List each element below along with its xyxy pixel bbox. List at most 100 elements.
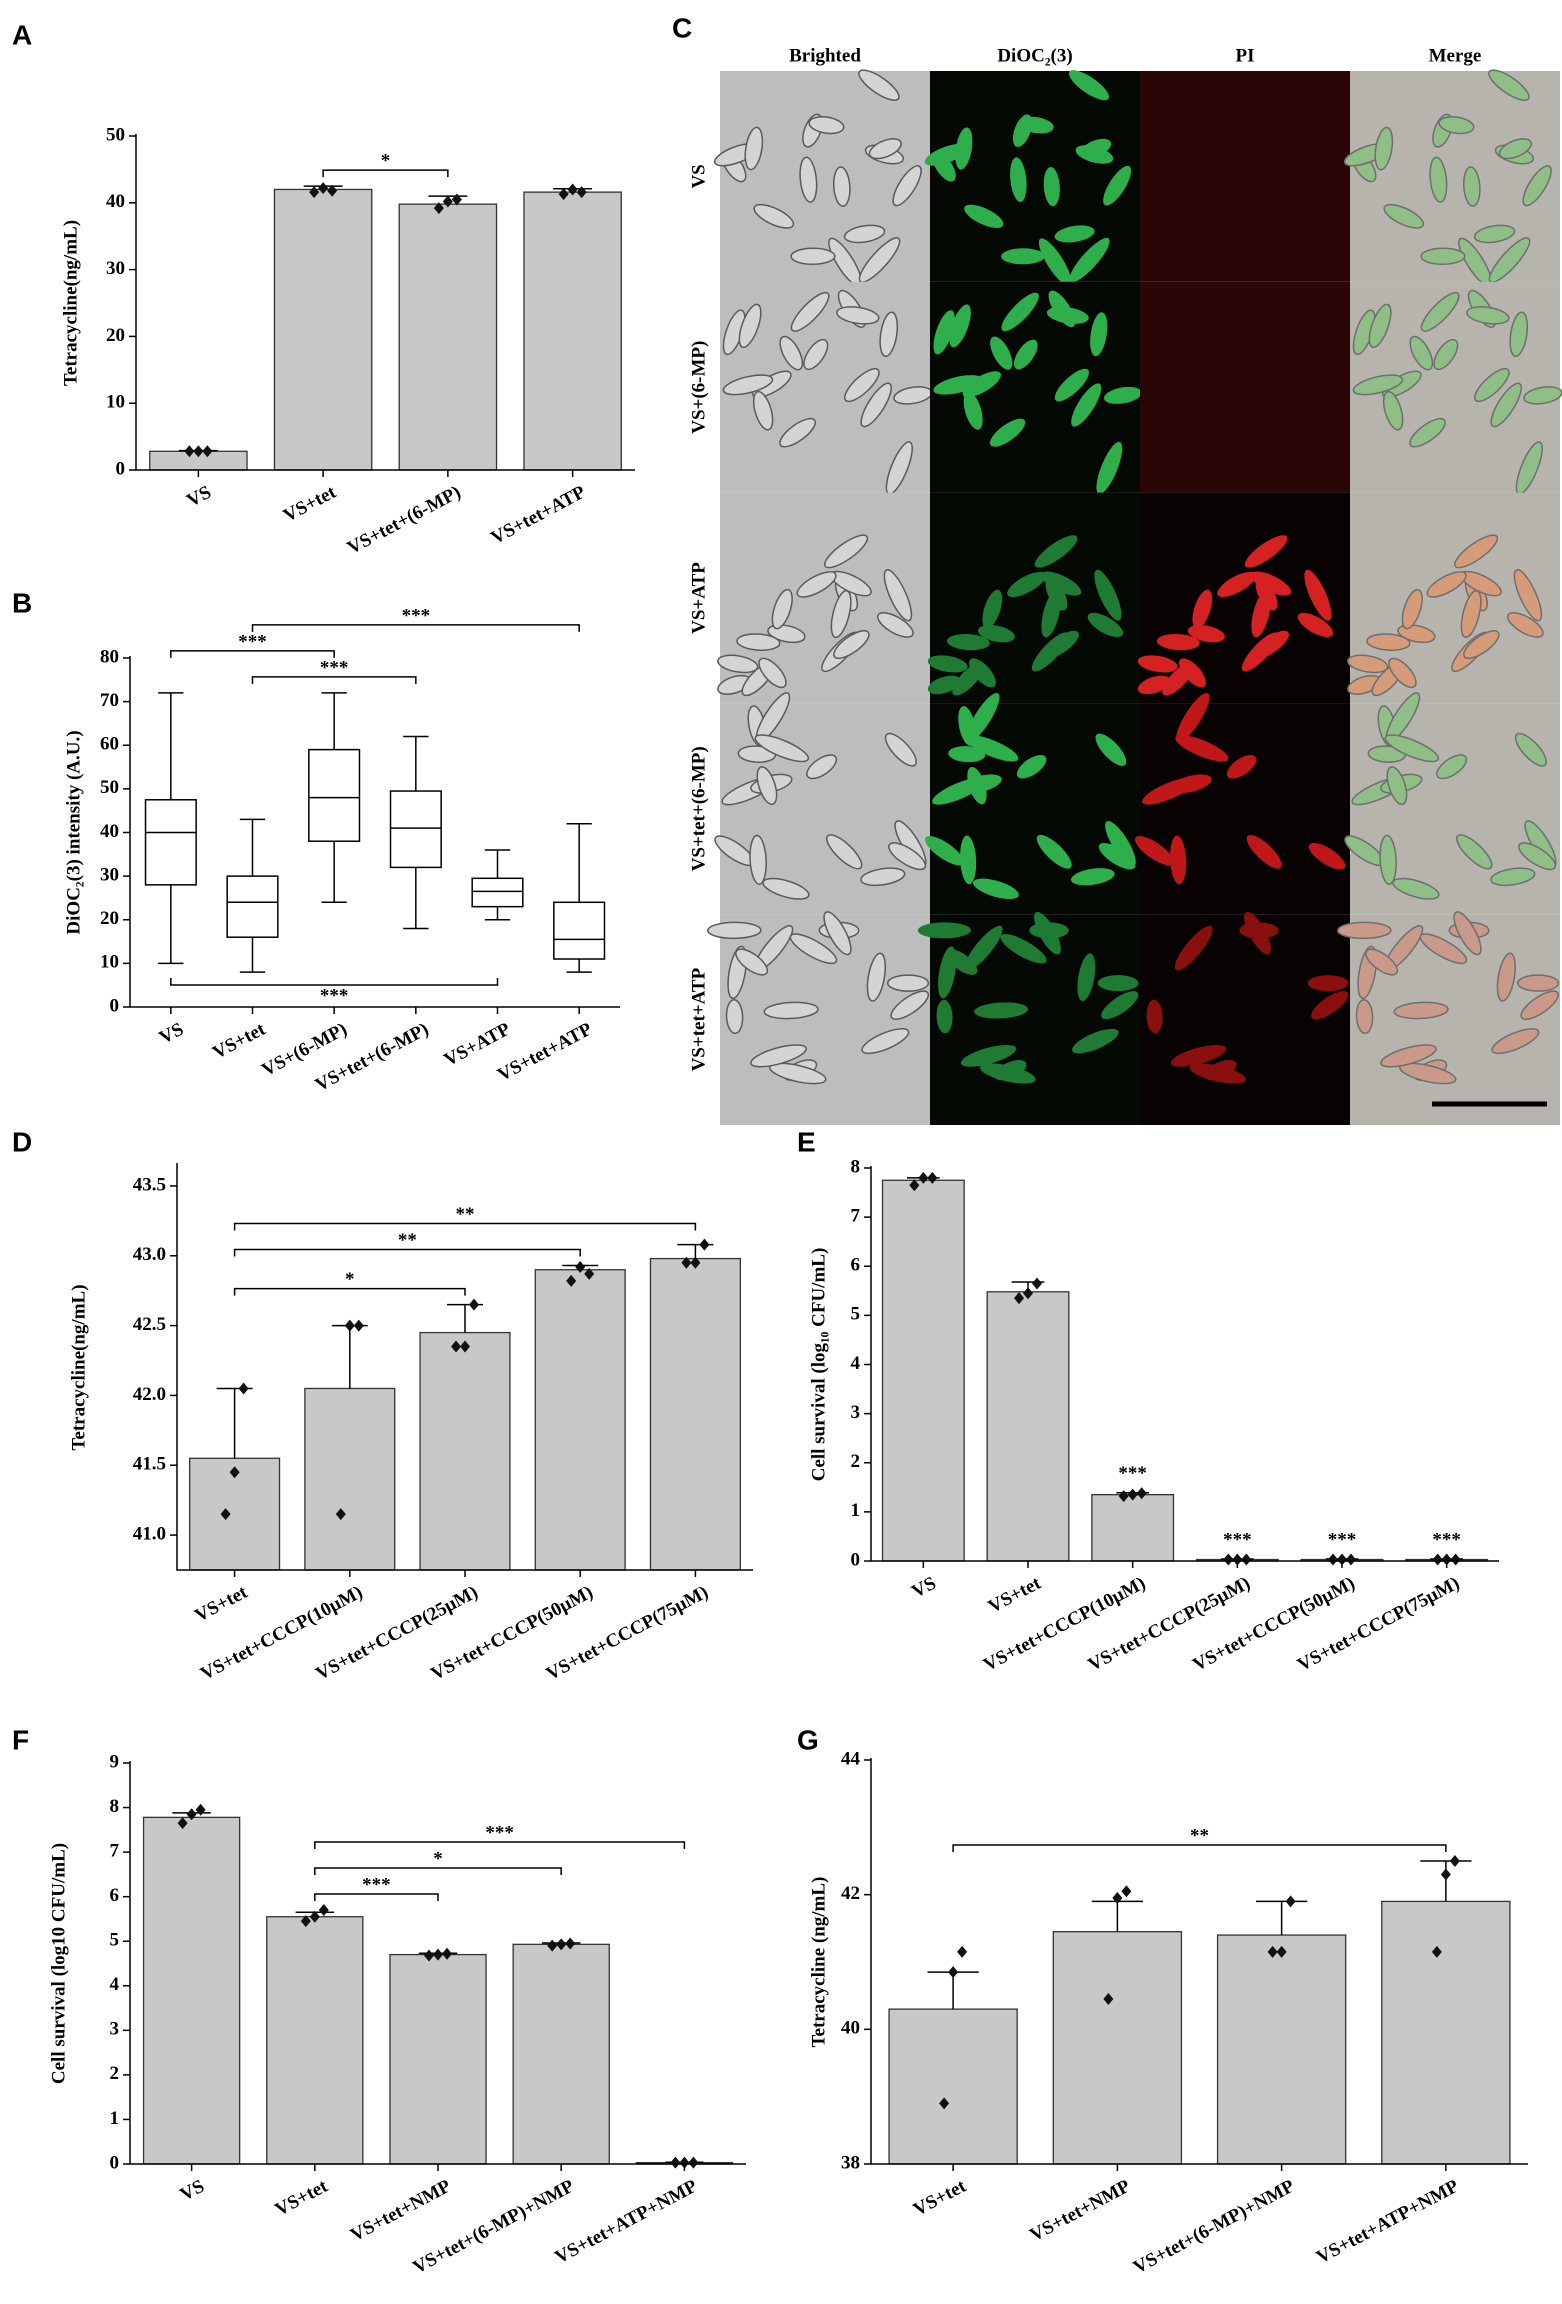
bar [534, 1269, 626, 1571]
bacterium [1016, 755, 1047, 779]
data-point [948, 1966, 959, 1979]
data-point [469, 1298, 479, 1311]
bacterium [1010, 157, 1027, 203]
column-label: Brighted [789, 45, 861, 66]
bacterium [917, 922, 971, 939]
bacterium [883, 569, 913, 622]
data-point [681, 1256, 692, 1269]
bacterium [1170, 774, 1212, 794]
significance-label: * [381, 150, 391, 171]
error-bar [1091, 1900, 1143, 1932]
significance-bracket [233, 1287, 466, 1296]
bacterium [1156, 634, 1200, 651]
bacterium [799, 156, 818, 203]
data-point [327, 184, 338, 197]
box [389, 790, 442, 869]
significance-label: *** [1432, 1529, 1461, 1550]
bacterium [1522, 165, 1552, 207]
bacterium [1491, 1028, 1540, 1055]
bacterium [1506, 612, 1544, 638]
data-point [195, 1803, 206, 1816]
data-point [1121, 1885, 1132, 1898]
whisker [403, 867, 429, 930]
bacterium [1473, 224, 1516, 244]
bacterium [1244, 911, 1271, 955]
bacterium [808, 116, 845, 135]
micrograph [713, 69, 930, 287]
micrograph [927, 492, 1140, 704]
y-tick-label: 50 [106, 124, 125, 145]
bacterium [1178, 658, 1206, 688]
y-tick-label: 80 [100, 646, 119, 667]
y-tick-label: 7 [110, 1840, 120, 1861]
micrograph-background [1140, 281, 1350, 493]
bar [888, 2008, 1018, 2165]
significance-label: *** [320, 985, 349, 1006]
bacterium [860, 382, 892, 428]
bacterium [826, 834, 863, 870]
panel-letter: A [12, 19, 32, 50]
bacterium [949, 304, 971, 348]
axes [135, 134, 635, 471]
bacterium [1388, 657, 1417, 689]
row-label: VS+ATP [688, 562, 709, 634]
bacterium [948, 746, 986, 763]
bacterium [722, 374, 774, 396]
data-point [690, 1256, 701, 1269]
whisker [484, 849, 511, 879]
bacterium [1496, 952, 1517, 1002]
significance-label: *** [1223, 1529, 1252, 1550]
bacterium [1490, 382, 1522, 428]
data-point [353, 1319, 364, 1332]
bacterium [738, 303, 762, 349]
bacterium [1043, 166, 1060, 207]
y-axis-title: Cell survival (log₁₀ CFU/mL) [808, 1248, 829, 1482]
data-point [1112, 1892, 1123, 1905]
bacterium [1392, 877, 1440, 900]
bacterium [790, 247, 836, 266]
y-tick-label: 0 [110, 2152, 120, 2173]
bacterium [1379, 834, 1397, 885]
bacterium [892, 165, 922, 207]
whisker [321, 692, 347, 750]
bacterium [968, 658, 996, 688]
y-tick-label: 38 [841, 2152, 860, 2173]
y-tick-label: 4 [851, 1353, 861, 1374]
bacterium [1514, 732, 1547, 767]
data-point [1032, 1277, 1042, 1290]
bacterium [1374, 126, 1394, 171]
panel-letter: E [797, 1126, 816, 1157]
bacterium [769, 1062, 827, 1085]
y-tick-label: 42.5 [133, 1314, 166, 1335]
data-point [679, 2156, 690, 2169]
bacterium [1079, 138, 1112, 159]
data-point [1241, 1553, 1252, 1566]
bacterium [1429, 156, 1448, 203]
bacterium [1103, 386, 1142, 404]
bacterium [1135, 836, 1174, 866]
data-point [1127, 1488, 1138, 1501]
panel-letter: D [12, 1126, 32, 1157]
bacterium [806, 754, 838, 780]
bacterium [1170, 835, 1187, 885]
bacterium [833, 630, 870, 660]
bacterium [1399, 1062, 1457, 1085]
bacterium [1355, 998, 1374, 1035]
data-point [584, 1267, 595, 1280]
error-bar [677, 1243, 714, 1259]
bacterium [749, 834, 767, 885]
bacterium [1365, 948, 1399, 976]
bacterium [1419, 933, 1468, 965]
bacterium [888, 842, 927, 871]
y-tick-label: 6 [851, 1255, 861, 1276]
bacterium [1217, 571, 1256, 597]
bacterium [1001, 292, 1039, 332]
data-point [335, 1508, 346, 1521]
y-tick-label: 0 [851, 1549, 861, 1570]
bacterium [1420, 291, 1460, 332]
bacterium [989, 418, 1026, 447]
bacterium [1498, 138, 1532, 160]
data-point [1267, 1945, 1278, 1958]
bar [649, 1257, 741, 1571]
whisker [403, 735, 429, 792]
